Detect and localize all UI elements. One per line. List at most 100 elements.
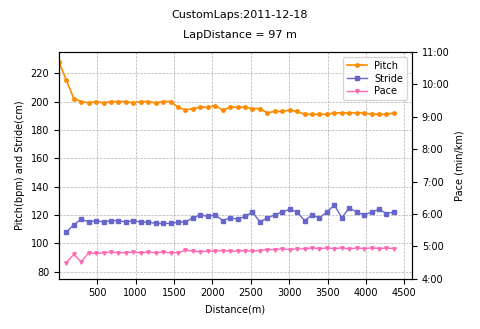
Stride <box>264 216 270 220</box>
Pitch <box>160 100 166 104</box>
Pitch <box>138 100 144 104</box>
Pace <box>339 246 345 250</box>
Stride <box>138 220 144 224</box>
Stride <box>302 219 308 223</box>
Pace <box>182 248 188 252</box>
Stride <box>160 221 166 225</box>
Pace <box>63 261 69 265</box>
Pace <box>168 251 173 255</box>
Stride <box>332 203 337 207</box>
Pace <box>205 249 211 253</box>
Pitch <box>86 101 92 105</box>
Stride <box>63 230 69 234</box>
Pace <box>145 250 151 254</box>
Stride <box>369 210 374 214</box>
Pitch <box>63 78 69 82</box>
Pace <box>242 248 248 252</box>
Pitch <box>212 104 218 108</box>
Stride <box>93 219 99 223</box>
Line: Pitch: Pitch <box>57 60 396 116</box>
Pace <box>376 247 382 251</box>
X-axis label: Distance(m): Distance(m) <box>205 304 265 314</box>
Pitch <box>108 100 114 104</box>
Pitch <box>197 105 203 109</box>
Pitch <box>123 100 129 104</box>
Pitch <box>339 111 345 115</box>
Stride <box>376 207 382 211</box>
Pitch <box>264 111 270 115</box>
Pitch <box>190 107 196 111</box>
Pace <box>384 246 389 250</box>
Stride <box>212 213 218 217</box>
Pace <box>369 246 374 250</box>
Pace <box>354 246 360 250</box>
Pitch <box>347 111 352 115</box>
Y-axis label: Pace (min/km): Pace (min/km) <box>455 130 465 201</box>
Pace <box>116 251 121 255</box>
Stride <box>78 217 84 221</box>
Pace <box>324 246 330 250</box>
Stride <box>361 213 367 217</box>
Pace <box>391 247 397 251</box>
Pace <box>153 251 158 255</box>
Stride <box>309 213 315 217</box>
Pitch <box>182 108 188 112</box>
Pace <box>190 249 196 253</box>
Pace <box>160 250 166 254</box>
Stride <box>182 220 188 224</box>
Pitch <box>272 110 278 114</box>
Pace <box>101 251 107 255</box>
Stride <box>197 213 203 217</box>
Stride <box>324 210 330 214</box>
Stride <box>257 220 263 224</box>
Pace <box>108 250 114 254</box>
Pace <box>302 247 308 251</box>
Pace <box>86 251 92 255</box>
Pitch <box>227 105 233 109</box>
Pace <box>78 260 84 264</box>
Stride <box>190 216 196 220</box>
Pitch <box>145 100 151 104</box>
Pitch <box>302 112 308 116</box>
Pitch <box>242 105 248 109</box>
Pace <box>93 251 99 255</box>
Pace <box>347 247 352 251</box>
Pitch <box>294 110 300 114</box>
Stride <box>153 221 158 225</box>
Pitch <box>287 108 293 112</box>
Pitch <box>101 101 107 105</box>
Stride <box>123 220 129 224</box>
Stride <box>86 220 92 224</box>
Y-axis label: Pitch(bpm) and Stride(cm): Pitch(bpm) and Stride(cm) <box>15 100 25 230</box>
Pace <box>250 249 255 253</box>
Stride <box>287 207 293 211</box>
Pitch <box>235 105 240 109</box>
Pace <box>138 251 144 255</box>
Pace <box>227 249 233 253</box>
Pace <box>220 248 226 252</box>
Pitch <box>93 100 99 104</box>
Pitch <box>116 100 121 104</box>
Pitch <box>250 107 255 111</box>
Pitch <box>324 112 330 116</box>
Stride <box>235 217 240 221</box>
Pitch <box>391 111 397 115</box>
Pace <box>235 249 240 253</box>
Stride <box>347 206 352 210</box>
Pitch <box>257 107 263 111</box>
Stride <box>242 215 248 218</box>
Legend: Pitch, Stride, Pace: Pitch, Stride, Pace <box>343 57 407 100</box>
Stride <box>227 216 233 220</box>
Stride <box>391 210 397 214</box>
Pitch <box>175 105 181 109</box>
Pitch <box>317 112 323 116</box>
Pitch <box>56 60 62 64</box>
Stride <box>317 216 323 220</box>
Stride <box>250 210 255 214</box>
Pace <box>131 250 136 254</box>
Pitch <box>220 108 226 112</box>
Text: CustomLaps:2011-12-18: CustomLaps:2011-12-18 <box>172 10 308 20</box>
Pace <box>71 252 77 256</box>
Stride <box>116 219 121 223</box>
Pace <box>264 248 270 252</box>
